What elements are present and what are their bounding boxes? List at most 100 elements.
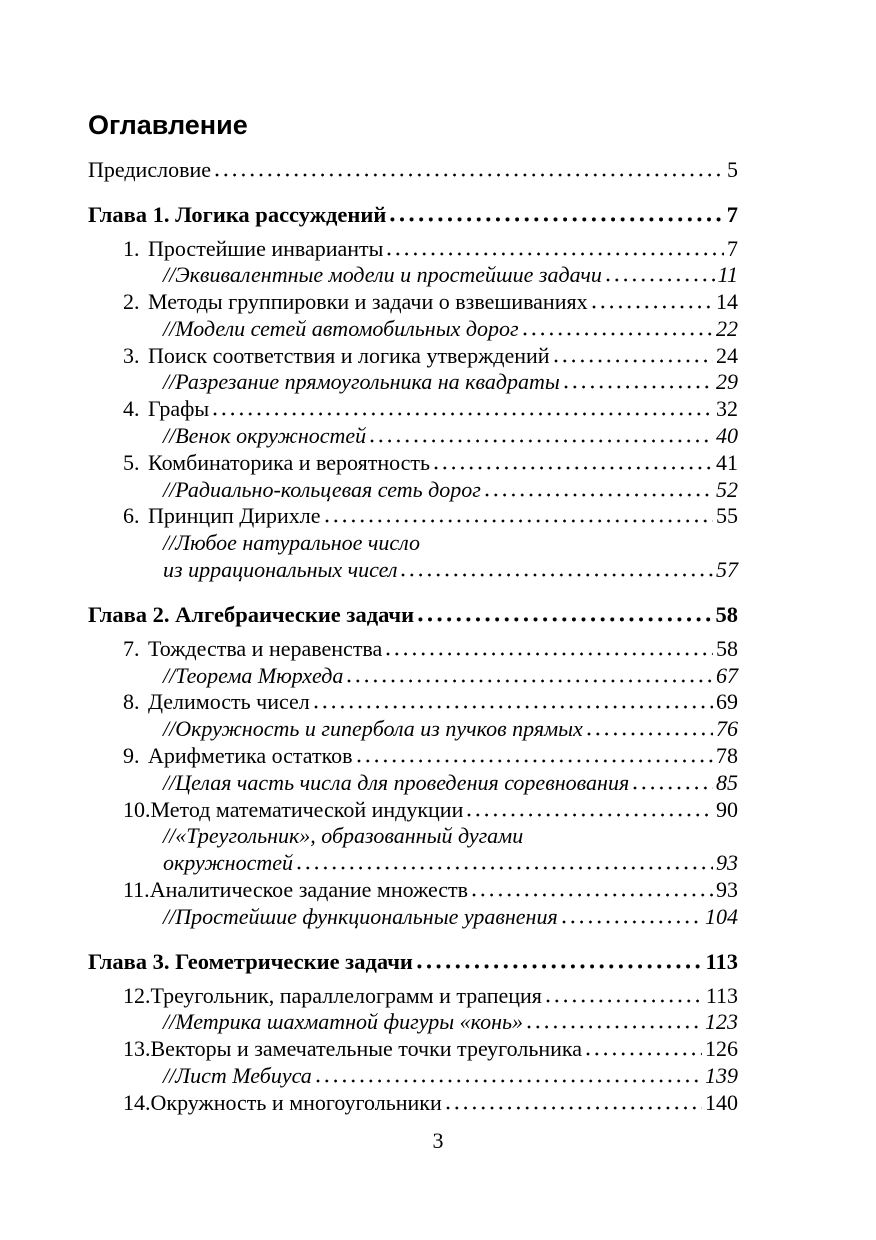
dot-leader	[387, 251, 724, 256]
dot-leader	[390, 216, 724, 222]
toc-chapter-page: 7	[726, 201, 738, 227]
dot-leader	[586, 1052, 702, 1057]
toc-item-10: 10. Метод математической индукции 90	[88, 797, 738, 824]
dot-leader	[591, 305, 713, 310]
toc-item-number: 5.	[123, 449, 140, 475]
toc-item-number: 14.	[123, 1089, 151, 1115]
toc-subitem-page: 57	[716, 557, 738, 583]
dot-leader	[527, 1025, 702, 1030]
dot-leader	[563, 385, 713, 390]
toc-subitem-page: 76	[716, 716, 738, 742]
toc-subitem: //Простейшие функциональные уравнения 10…	[88, 904, 738, 931]
toc-item-label: Тождества и неравенства	[148, 635, 383, 661]
toc-subitem: //Венок окружностей 40	[88, 423, 738, 450]
toc-item-label: Поиск соответствия и логика утверждений	[148, 342, 550, 368]
toc-subitem-label: //Модели сетей автомобильных дорог	[163, 315, 519, 341]
toc-subitem-label: окружностей	[163, 850, 294, 876]
dot-leader	[313, 705, 713, 710]
toc-item-page: 113	[705, 982, 738, 1008]
toc-item-number: 1.	[123, 235, 140, 261]
toc-subitem-label: //Теорема Мюрхеда	[163, 662, 344, 688]
dot-leader	[484, 492, 713, 497]
dot-leader	[324, 519, 713, 524]
dot-leader	[605, 278, 715, 283]
toc-subitem: //Радиально-кольцевая сеть дорог 52	[88, 477, 738, 504]
toc-item-9: 9. Арифметика остатков 78	[88, 743, 738, 770]
dot-leader	[386, 651, 713, 656]
dot-leader	[561, 919, 702, 924]
toc-chapter-page: 113	[705, 948, 738, 974]
toc-item-number: 6.	[123, 503, 140, 529]
toc-subitem: //Окружность и гипербола из пучков прямы…	[88, 716, 738, 743]
toc-item-label: Методы группировки и задачи о взвешивани…	[148, 289, 588, 315]
toc-chapter-title: Глава 3. Геометрические задачи	[88, 948, 413, 974]
page-title: Оглавление	[88, 110, 248, 140]
toc-subitem-label: //«Треугольник», образованный дугами	[163, 823, 524, 849]
toc-entry-label: Предисловие	[88, 157, 211, 182]
toc-subitem-line1: //«Треугольник», образованный дугами	[88, 823, 738, 850]
toc-item-3: 3. Поиск соответствия и логика утвержден…	[88, 343, 738, 370]
toc-subitem: //Теорема Мюрхеда 67	[88, 663, 738, 690]
toc-subitem-page: 93	[716, 850, 738, 876]
toc-subitem: //Эквивалентные модели и простейшие зада…	[88, 262, 738, 289]
toc-item-number: 4.	[123, 396, 140, 422]
toc-item-14: 14. Окружность и многоугольники 140	[88, 1090, 738, 1117]
toc-item-page: 32	[716, 396, 738, 422]
dot-leader	[401, 573, 713, 578]
toc-chapter-1: Глава 1. Логика рассуждений 7	[88, 201, 738, 230]
toc-entry-page: 5	[727, 157, 738, 182]
dot-leader	[522, 331, 713, 336]
toc-subitem: //Целая часть числа для проведения сорев…	[88, 770, 738, 797]
toc-subitem-label: //Простейшие функциональные уравнения	[163, 903, 558, 929]
toc-item-number: 8.	[123, 689, 140, 715]
dot-leader	[472, 893, 713, 898]
toc-chapter-title: Глава 1. Логика рассуждений	[88, 201, 387, 227]
toc-item-label: Графы	[148, 396, 210, 422]
toc-subitem-label: //Эквивалентные модели и простейшие зада…	[163, 262, 602, 288]
toc-item-number: 10.	[123, 796, 151, 822]
toc-subitem-label: //Венок окружностей	[163, 423, 367, 449]
toc-item-page: 24	[716, 342, 738, 368]
dot-leader	[416, 963, 703, 969]
toc-subitem-label: //Целая часть числа для проведения сорев…	[163, 769, 630, 795]
toc-item-page: 140	[705, 1089, 738, 1115]
toc-item-label: Комбинаторика и вероятность	[148, 449, 431, 475]
toc-subitem-page: 104	[705, 903, 738, 929]
toc-item-label: Окружность и многоугольники	[150, 1089, 442, 1115]
toc-item-12: 12. Треугольник, параллелограмм и трапец…	[88, 983, 738, 1010]
toc-item-page: 126	[705, 1036, 738, 1062]
dot-leader	[215, 173, 724, 177]
toc-chapter-title: Глава 2. Алгебраические задачи	[88, 601, 415, 627]
toc-subitem-label: //Метрика шахматной фигуры «конь»	[163, 1009, 524, 1035]
toc-subitem-label: //Лист Мебиуса	[163, 1063, 312, 1089]
toc-item-number: 2.	[123, 289, 140, 315]
toc-subitem: //Метрика шахматной фигуры «конь» 123	[88, 1009, 738, 1036]
toc-subitem-label: //Окружность и гипербола из пучков прямы…	[163, 716, 583, 742]
toc-item-number: 3.	[123, 342, 140, 368]
dot-leader	[315, 1079, 702, 1084]
toc-item-page: 55	[716, 503, 738, 529]
toc-item-13: 13. Векторы и замечательные точки треуго…	[88, 1036, 738, 1063]
toc-subitem-line2: окружностей 93	[88, 850, 738, 877]
toc-item-label: Простейшие инварианты	[148, 235, 384, 261]
toc-item-number: 12.	[123, 982, 151, 1008]
toc-item-7: 7. Тождества и неравенства 58	[88, 636, 738, 663]
toc-subitem-page: 139	[705, 1063, 738, 1089]
toc-subitem-label: //Любое натуральное число	[163, 530, 421, 556]
toc-item-label: Треугольник, параллелограмм и трапеция	[150, 982, 542, 1008]
toc-subitem-page: 22	[716, 315, 738, 341]
toc-chapter-2: Глава 2. Алгебраические задачи 58	[88, 601, 738, 630]
page-number-footer: 3	[432, 1128, 444, 1153]
toc-item-page: 93	[716, 877, 738, 903]
toc-entry-preface: Предисловие 5	[88, 156, 738, 184]
toc-item-page: 78	[716, 743, 738, 769]
toc-item-2: 2. Методы группировки и задачи о взвешив…	[88, 289, 738, 316]
toc-item-number: 9.	[123, 743, 140, 769]
dot-leader	[633, 785, 713, 790]
toc-subitem-page: 67	[716, 662, 738, 688]
toc-subitem-label: //Радиально-кольцевая сеть дорог	[163, 476, 481, 502]
dot-leader	[297, 866, 713, 871]
dot-leader	[553, 358, 713, 363]
toc-chapter-3: Глава 3. Геометрические задачи 113	[88, 948, 738, 977]
dot-leader	[434, 465, 713, 470]
